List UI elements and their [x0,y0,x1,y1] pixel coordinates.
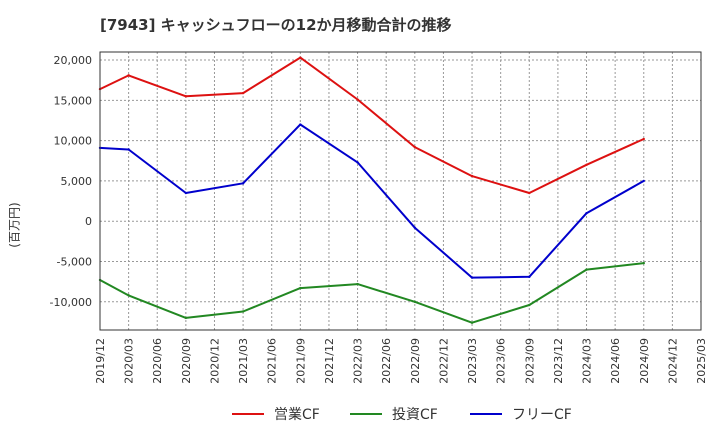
x-tick-label: 2023/09 [523,338,536,384]
grid-layer [99,52,702,330]
data-point [184,316,188,320]
x-tick-label: 2024/06 [609,338,622,384]
x-tick-label: 2024/03 [581,338,594,384]
legend-label: フリーCF [512,407,572,423]
data-point [585,163,588,167]
data-point [642,261,645,265]
data-point [585,268,588,271]
data-point [470,174,474,178]
plot-frame [99,51,702,331]
data-point [127,148,130,151]
legend: 営業CF 投資CF フリーCF [232,407,572,423]
data-point [356,98,359,101]
x-tick-label: 2020/06 [151,338,164,384]
x-tick-label: 2020/09 [180,338,193,384]
data-point [299,123,302,126]
x-tick-label: 2021/06 [266,338,279,384]
data-point [356,161,359,164]
y-tick-label: -10,000 [50,296,92,309]
x-tick-label: 2022/12 [437,338,450,384]
legend-label: 営業CF [274,407,320,423]
y-tick-label: 0 [85,215,92,228]
data-point [642,179,645,183]
y-tick-label: 10,000 [54,135,93,148]
chart-title: [7943] キャッシュフローの12か月移動合計の推移 [100,16,452,34]
data-point [241,182,245,185]
x-tick-label: 2021/12 [323,338,336,384]
data-point [241,91,245,95]
data-point [356,282,359,286]
data-point [184,95,188,98]
data-point [528,303,531,307]
y-tick-label: 5,000 [61,175,93,188]
x-tick-label: 2022/03 [352,338,365,384]
x-tick-label: 2023/12 [552,338,565,384]
y-tick-label: -5,000 [57,256,92,269]
data-point [642,137,645,141]
series-line [99,56,645,194]
data-point [413,300,417,303]
data-point [299,286,302,290]
x-tick-label: 2024/12 [666,338,679,384]
x-tick-label: 2023/06 [495,338,508,384]
y-tick-label: 15,000 [54,94,93,107]
data-point [413,226,417,229]
x-tick-label: 2021/03 [237,338,250,384]
data-point [184,191,188,195]
x-tick-label: 2025/03 [695,338,708,384]
data-point [470,276,474,279]
data-point [127,74,130,77]
data-point [528,275,531,279]
series-line [99,123,645,279]
series-layer [98,56,645,324]
data-point [528,191,531,195]
data-point [241,310,245,313]
data-point [127,294,130,297]
x-tick-label: 2023/03 [466,338,479,384]
data-point [470,321,474,324]
data-point [299,56,302,59]
axis-layer: 20,000 15,000 10,000 5,000 0 -5,000 -10,000 201… [50,51,708,384]
x-tick-label: 2020/12 [208,338,221,384]
x-tick-label: 2021/09 [294,338,307,384]
series-line [99,262,644,324]
x-tick-label: 2022/09 [409,338,422,384]
x-tick-label: 2020/03 [123,338,136,384]
y-tick-label: 20,000 [54,54,93,67]
x-tick-label: 2019/12 [94,338,107,384]
legend-label: 投資CF [392,407,438,423]
data-point [413,145,417,149]
x-tick-label: 2024/09 [638,338,651,384]
data-point [585,211,588,215]
x-tick-label: 2022/06 [380,338,393,384]
